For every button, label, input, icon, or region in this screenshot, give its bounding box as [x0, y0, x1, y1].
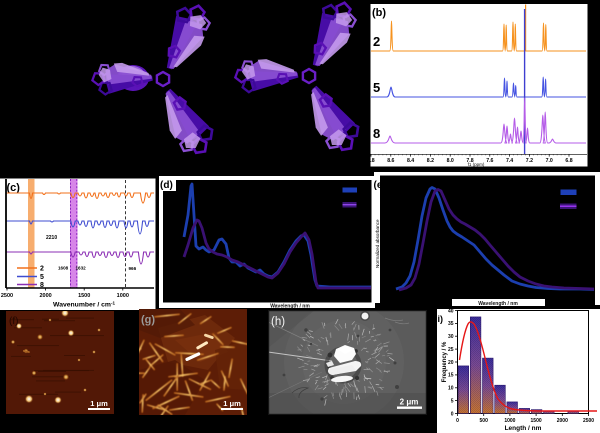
svg-text:5: 5	[373, 80, 380, 95]
svg-text:7.6: 7.6	[486, 158, 493, 164]
svg-text:966: 966	[129, 266, 137, 271]
svg-text:35: 35	[448, 321, 454, 327]
svg-text:2500: 2500	[1, 293, 13, 299]
svg-text:8.8: 8.8	[367, 158, 374, 164]
svg-text:f1 (ppm): f1 (ppm)	[468, 162, 485, 167]
svg-text:Wavenumber / cm-1: Wavenumber / cm-1	[53, 301, 115, 309]
svg-text:Normalized absorbance: Normalized absorbance	[375, 219, 380, 268]
svg-text:10: 10	[448, 386, 454, 392]
svg-text:(f): (f)	[9, 316, 18, 327]
svg-text:1500: 1500	[531, 418, 542, 424]
svg-text:(g): (g)	[141, 314, 155, 326]
svg-text:8.2: 8.2	[427, 158, 434, 164]
svg-text:8: 8	[40, 282, 44, 289]
svg-text:i): i)	[438, 314, 444, 324]
svg-text:2500: 2500	[583, 418, 594, 424]
svg-text:7.2: 7.2	[526, 158, 533, 164]
svg-text:(d): (d)	[160, 180, 173, 191]
svg-text:6.8: 6.8	[565, 158, 572, 164]
svg-text:1500: 1500	[78, 293, 90, 299]
svg-text:0: 0	[451, 411, 454, 417]
svg-text:(c): (c)	[7, 182, 21, 194]
svg-text:1632: 1632	[76, 266, 87, 271]
svg-text:8: 8	[373, 126, 380, 141]
svg-text:2 μm: 2 μm	[400, 398, 419, 407]
svg-text:15: 15	[448, 373, 454, 379]
svg-text:500: 500	[480, 418, 489, 424]
svg-text:2: 2	[373, 34, 380, 49]
svg-text:30: 30	[448, 334, 454, 340]
svg-text:1 μm: 1 μm	[90, 399, 108, 408]
svg-text:5: 5	[40, 274, 44, 281]
svg-text:8.0: 8.0	[447, 158, 454, 164]
svg-text:(e): (e)	[374, 180, 386, 191]
svg-text:Frequency / %: Frequency / %	[442, 341, 448, 382]
svg-text:2000: 2000	[557, 418, 568, 424]
svg-text:5: 5	[451, 398, 454, 404]
svg-text:Wavelength / nm: Wavelength / nm	[270, 304, 310, 310]
svg-text:40: 40	[448, 308, 454, 314]
svg-text:(b): (b)	[372, 7, 386, 19]
svg-text:1 μm: 1 μm	[223, 399, 241, 408]
svg-text:8.6: 8.6	[387, 158, 394, 164]
svg-text:20: 20	[448, 360, 454, 366]
svg-text:7.8: 7.8	[466, 158, 473, 164]
svg-text:(h): (h)	[271, 316, 285, 328]
svg-text:2000: 2000	[39, 293, 51, 299]
svg-text:7.0: 7.0	[546, 158, 553, 164]
svg-text:2: 2	[40, 266, 44, 273]
svg-text:0: 0	[456, 418, 459, 424]
svg-text:Wavelength / nm: Wavelength / nm	[478, 301, 518, 307]
svg-text:Length / nm: Length / nm	[505, 425, 542, 432]
svg-text:1608: 1608	[58, 266, 69, 271]
svg-text:7.4: 7.4	[506, 158, 513, 164]
svg-text:1000: 1000	[504, 418, 515, 424]
svg-text:25: 25	[448, 347, 454, 353]
svg-text:8.4: 8.4	[407, 158, 414, 164]
svg-text:1000: 1000	[117, 293, 129, 299]
svg-text:2210: 2210	[46, 235, 57, 241]
